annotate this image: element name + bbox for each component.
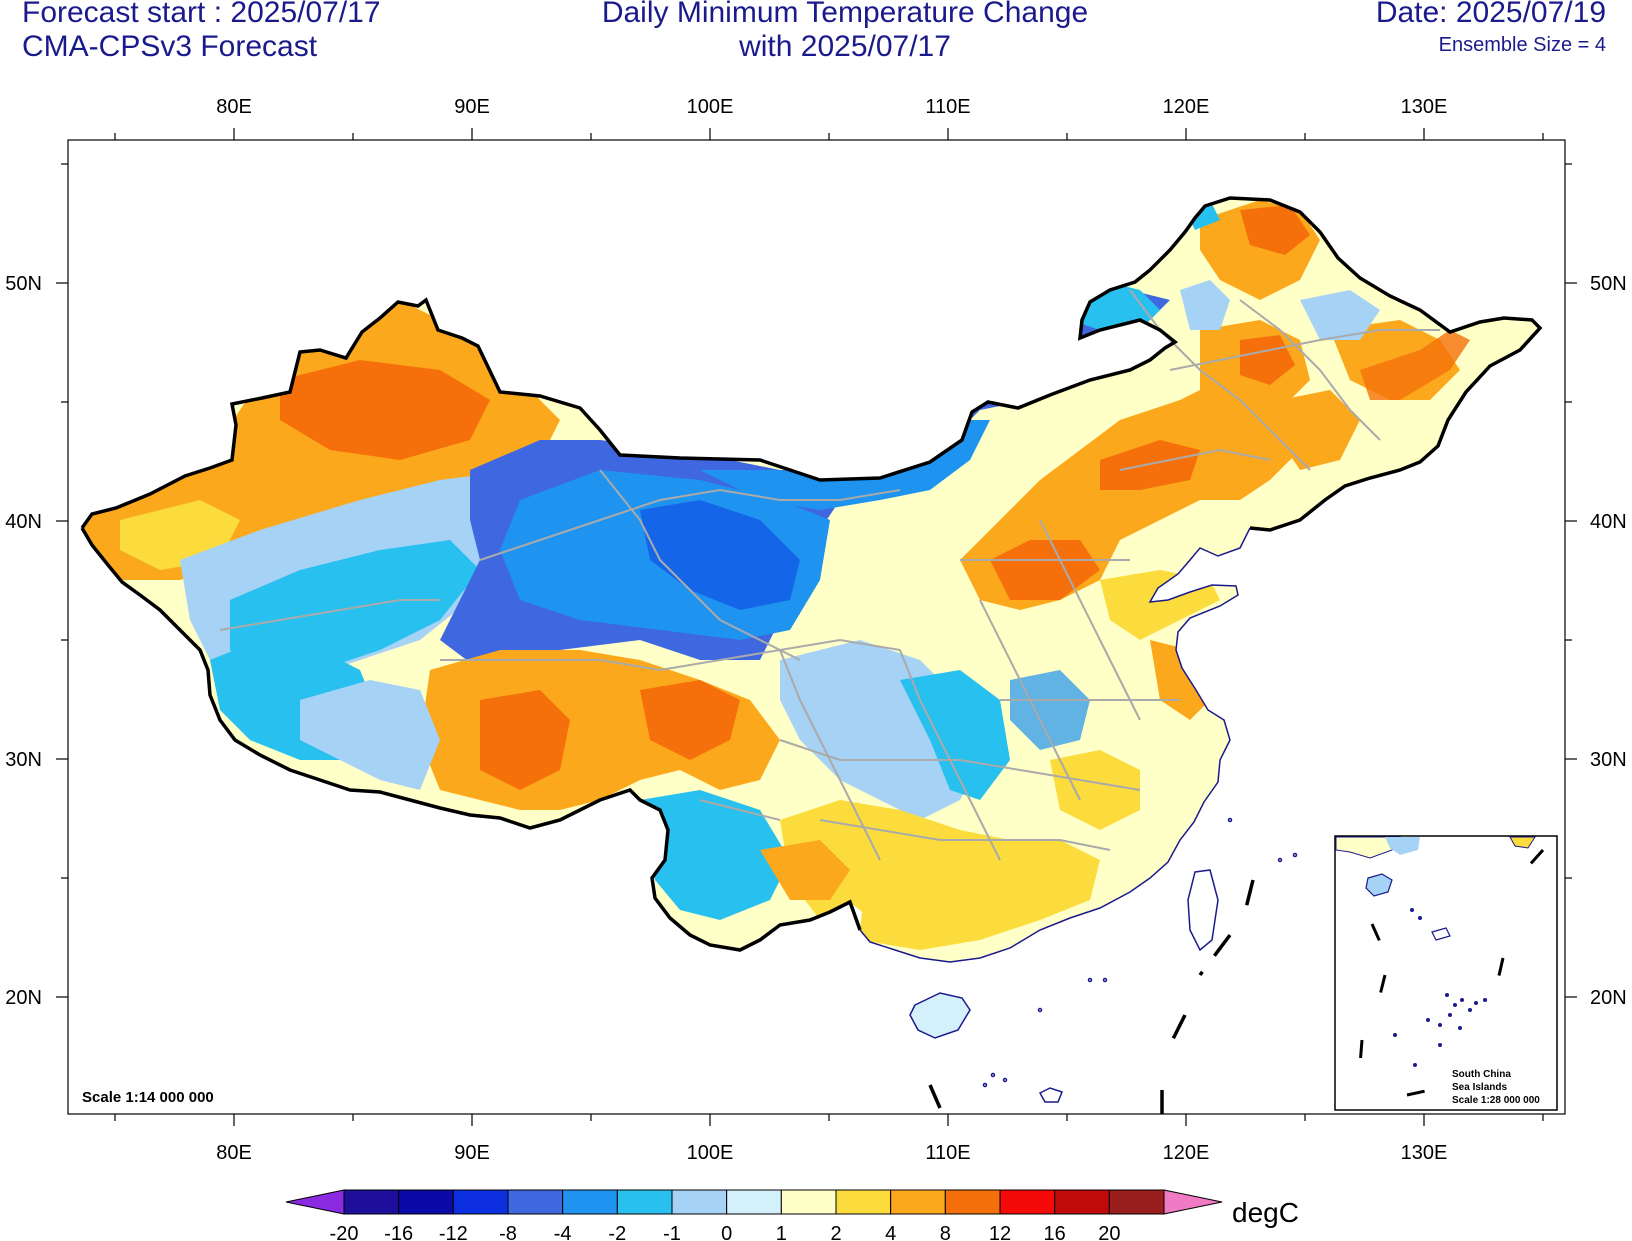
lat-labels-right: 50N 40N 30N 20N	[1590, 273, 1627, 1009]
province-boundaries	[219, 289, 1440, 861]
colorbar: -20 -16 -12 -8 -4 -2 -1 0 1 2 4 8 12 16 20 degC	[285, 1189, 1299, 1241]
inset-island-dots	[1393, 908, 1487, 1067]
colorbar-swatch	[999, 1189, 1056, 1215]
colorbar-swatch	[1108, 1189, 1165, 1215]
colorbar-level-label: 8	[940, 1223, 951, 1241]
colorbar-level-label: 20	[1098, 1223, 1120, 1241]
maritime-boundary-dashes	[928, 879, 1255, 1114]
map-title-line1: Daily Minimum Temperature Change	[601, 0, 1089, 29]
colorbar-swatch	[1054, 1189, 1110, 1215]
lon-label: 100E	[687, 96, 734, 118]
lat-label: 30N	[5, 749, 42, 771]
forecast-start-label: Forecast start : 2025/07/17	[22, 0, 381, 29]
coastline	[859, 527, 1251, 963]
national-border-south	[80, 527, 862, 952]
colorbar-level-label: -16	[384, 1223, 413, 1241]
colorbar-swatch	[780, 1189, 837, 1215]
lon-label: 80E	[216, 96, 252, 118]
colorbar-level-label: -1	[663, 1223, 681, 1241]
taiwan-outline	[1187, 869, 1219, 952]
lat-label: 40N	[1590, 511, 1627, 533]
colorbar-swatch	[452, 1189, 509, 1215]
colorbar-swatch	[835, 1189, 892, 1215]
lon-labels-top: 80E 90E 100E 110E 120E 130E	[216, 96, 1447, 118]
colorbar-level-label: -12	[439, 1223, 468, 1241]
small-islands	[982, 817, 1298, 1103]
map-title-line2: with 2025/07/17	[739, 30, 951, 63]
colorbar-swatch	[944, 1189, 1001, 1215]
lat-label: 50N	[5, 273, 42, 295]
lat-labels-left: 50N 40N 30N 20N	[5, 273, 42, 1009]
national-border-north	[80, 196, 1543, 532]
colorbar-level-label: 16	[1044, 1223, 1066, 1241]
hainan-island	[909, 992, 971, 1039]
lon-label: 110E	[925, 96, 970, 118]
tick-marks	[56, 128, 1577, 1126]
lon-label: 120E	[1163, 1142, 1210, 1164]
colorbar-below-triangle	[285, 1189, 345, 1215]
lon-label: 130E	[1401, 1142, 1448, 1164]
colorbar-level-label: 2	[830, 1223, 841, 1241]
colorbar-swatch	[398, 1189, 454, 1215]
colorbar-level-label: 12	[989, 1223, 1011, 1241]
colorbar-swatch	[671, 1189, 728, 1215]
colorbar-swatch	[343, 1189, 400, 1215]
lon-label: 130E	[1401, 96, 1448, 118]
colorbar-level-label: -4	[554, 1223, 572, 1241]
lon-labels-bottom: 80E 90E 100E 110E 120E 130E	[216, 1142, 1447, 1164]
colorbar-level-label: 0	[721, 1223, 732, 1241]
lat-label: 30N	[1590, 749, 1627, 771]
lon-label: 110E	[925, 1142, 970, 1164]
lat-label: 20N	[5, 987, 42, 1009]
inset-label-line1: South China	[1452, 1069, 1511, 1080]
lat-label: 50N	[1590, 273, 1627, 295]
colorbar-level-label: -20	[330, 1223, 359, 1241]
lon-label: 90E	[454, 96, 490, 118]
colorbar-swatch	[562, 1189, 618, 1215]
colorbar-swatch	[616, 1189, 673, 1215]
inset-label-line3: Scale 1:28 000 000	[1452, 1095, 1540, 1106]
colorbar-level-label: 1	[776, 1223, 787, 1241]
map-scale-label: Scale 1:14 000 000	[82, 1089, 214, 1106]
colorbar-swatch	[726, 1189, 782, 1215]
colorbar-unit-label: degC	[1232, 1197, 1299, 1228]
lon-label: 100E	[687, 1142, 734, 1164]
colorbar-swatch	[507, 1189, 564, 1215]
colorbar-level-label: -2	[608, 1223, 626, 1241]
valid-date-label: Date: 2025/07/19	[1375, 0, 1606, 29]
colorbar-swatch	[890, 1189, 946, 1215]
lat-label: 40N	[5, 511, 42, 533]
colorbar-above-triangle	[1163, 1189, 1223, 1215]
lon-label: 90E	[454, 1142, 490, 1164]
ensemble-size-label: Ensemble Size = 4	[1438, 34, 1606, 56]
colorbar-level-label: -8	[499, 1223, 517, 1241]
model-label: CMA-CPSv3 Forecast	[22, 30, 318, 63]
lon-label: 120E	[1163, 96, 1210, 118]
lon-label: 80E	[216, 1142, 252, 1164]
lat-label: 20N	[1590, 987, 1627, 1009]
south-china-sea-inset: South China Sea Islands Scale 1:28 000 0…	[1334, 835, 1558, 1111]
colorbar-level-label: 4	[885, 1223, 896, 1241]
inset-label-line2: Sea Islands	[1452, 1082, 1507, 1093]
